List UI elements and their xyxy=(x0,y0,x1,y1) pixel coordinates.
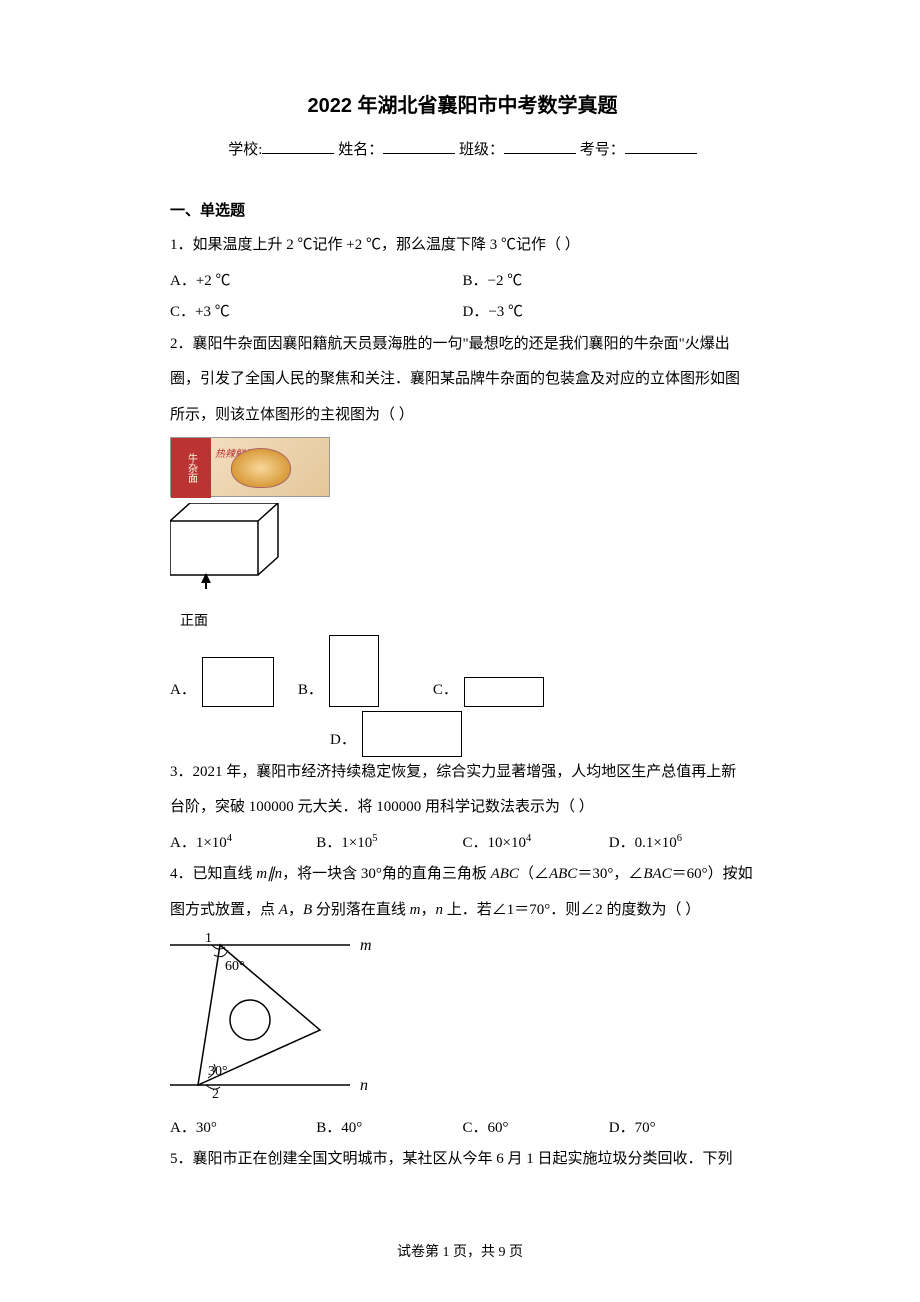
q3-line1: 3．2021 年，襄阳市经济持续稳定恢复，综合实力显著增强，人均地区生产总值再上… xyxy=(170,757,755,789)
q4-l2-d: B xyxy=(303,902,312,918)
q1-opt-c: C．+3 ℃ xyxy=(170,297,463,329)
q4-l2-a: 图方式放置，点 xyxy=(170,902,279,918)
q4-l1-i: ＝60°）按如 xyxy=(672,866,753,882)
q3-line2: 台阶，突破 100000 元大关．将 100000 用科学记数法表示为（ ） xyxy=(170,792,755,824)
q2-opt-d: D． xyxy=(330,711,462,757)
q3-a-pre: A．1×10 xyxy=(170,835,227,851)
q2-rect-b xyxy=(329,635,379,707)
name-blank xyxy=(383,139,455,154)
q2-rect-c xyxy=(464,677,544,707)
q2-opt-b: B． xyxy=(298,635,379,707)
q3-opt-a: A．1×104 xyxy=(170,828,316,860)
q2-opt-d-row: D． xyxy=(330,711,755,757)
section-title: 一、单选题 xyxy=(170,195,755,227)
class-blank xyxy=(504,139,576,154)
q4-l2-e: 分别落在直线 xyxy=(312,902,410,918)
q4-l1-h: BAC xyxy=(643,866,671,882)
noodle-badge: 牛杂面 xyxy=(171,438,211,498)
examno-blank xyxy=(625,139,697,154)
q4-opt-a: A．30° xyxy=(170,1113,316,1145)
q2-line3: 所示，则该立体图形的主视图为（ ） xyxy=(170,400,755,432)
q4-opt-b: B．40° xyxy=(316,1113,462,1145)
q1-options-row2: C．+3 ℃ D．−3 ℃ xyxy=(170,297,755,329)
q4-line2: 图方式放置，点 A，B 分别落在直线 m，n 上．若∠1＝70°．则∠2 的度数… xyxy=(170,895,755,927)
q4-options: A．30° B．40° C．60° D．70° xyxy=(170,1113,755,1145)
page-title: 2022 年湖北省襄阳市中考数学真题 xyxy=(170,85,755,127)
noodle-bowl xyxy=(231,448,291,488)
svg-text:30°: 30° xyxy=(208,1064,228,1079)
q2-line1: 2．襄阳牛杂面因襄阳籍航天员聂海胜的一句"最想吃的还是我们襄阳的牛杂面"火爆出 xyxy=(170,329,755,361)
q1-opt-a: A．+2 ℃ xyxy=(170,266,463,298)
q2-opt-a-label: A． xyxy=(170,675,196,707)
q3-opt-d: D．0.1×106 xyxy=(609,828,755,860)
q3-c-pre: C．10×10 xyxy=(463,835,526,851)
q2-options: A． B． C． xyxy=(170,635,755,707)
school-label: 学校: xyxy=(228,142,262,158)
q1-text: 1．如果温度上升 2 ℃记作 +2 ℃，那么温度下降 3 ℃记作（ ） xyxy=(170,230,755,262)
q2-opt-d-label: D． xyxy=(330,725,356,757)
q3-d-sup: 6 xyxy=(677,833,682,844)
school-blank xyxy=(262,139,334,154)
svg-text:60°: 60° xyxy=(225,959,245,974)
q4-l1-g: ＝30°，∠ xyxy=(577,866,643,882)
q4-opt-c: C．60° xyxy=(463,1113,609,1145)
q3-opt-b: B．1×105 xyxy=(316,828,462,860)
q2-opt-c-label: C． xyxy=(433,675,458,707)
q4-l2-i: 上．若∠1＝70°．则∠2 的度数为（ ） xyxy=(443,902,700,918)
triangle-diagram: m n 1 60° 30° 2 xyxy=(170,930,755,1113)
q2-line2: 圈，引发了全国人民的聚焦和关注．襄阳某品牌牛杂面的包装盒及对应的立体图形如图 xyxy=(170,364,755,396)
q4-l1-c: ，将一块含 30°角的直角三角板 xyxy=(282,866,491,882)
q2-opt-a: A． xyxy=(170,657,274,707)
q3-options: A．1×104 B．1×105 C．10×104 D．0.1×106 xyxy=(170,828,755,860)
q1-options-row1: A．+2 ℃ B．−2 ℃ xyxy=(170,266,755,298)
q4-l1-d: ABC xyxy=(491,866,519,882)
q3-c-sup: 4 xyxy=(526,833,531,844)
q1-opt-b: B．−2 ℃ xyxy=(463,266,756,298)
q4-l1-f: ABC xyxy=(549,866,577,882)
q3-opt-c: C．10×104 xyxy=(463,828,609,860)
q4-l2-b: A xyxy=(279,902,288,918)
q1-opt-d: D．−3 ℃ xyxy=(463,297,756,329)
q4-l2-f: m xyxy=(410,902,421,918)
q3-a-sup: 4 xyxy=(227,833,232,844)
q4-opt-d: D．70° xyxy=(609,1113,755,1145)
class-label: 班级： xyxy=(459,142,504,158)
prism-diagram xyxy=(170,503,755,606)
svg-text:m: m xyxy=(360,937,372,954)
name-label: 姓名： xyxy=(338,142,383,158)
q2-rect-a xyxy=(202,657,274,707)
q3-d-pre: D．0.1×10 xyxy=(609,835,677,851)
q4-l1-a: 4．已知直线 xyxy=(170,866,256,882)
q4-l2-h: n xyxy=(436,902,444,918)
svg-text:n: n xyxy=(360,1077,368,1094)
form-line: 学校: 姓名： 班级： 考号： xyxy=(170,135,755,167)
q4-l1-e: （∠ xyxy=(519,866,549,882)
page-footer: 试卷第 1 页，共 9 页 xyxy=(0,1238,920,1267)
svg-text:1: 1 xyxy=(205,931,212,946)
q3-b-pre: B．1×10 xyxy=(316,835,372,851)
q3-b-sup: 5 xyxy=(372,833,377,844)
front-label: 正面 xyxy=(180,606,755,635)
q4-l1-b: m∥n xyxy=(256,866,282,882)
examno-label: 考号： xyxy=(580,142,625,158)
q5-line1: 5．襄阳市正在创建全国文明城市，某社区从今年 6 月 1 日起实施垃圾分类回收．… xyxy=(170,1144,755,1176)
q4-l2-c: ， xyxy=(288,902,303,918)
q4-l2-g: ， xyxy=(420,902,435,918)
q2-opt-c: C． xyxy=(433,675,544,707)
q2-opt-b-label: B． xyxy=(298,675,323,707)
q4-line1: 4．已知直线 m∥n，将一块含 30°角的直角三角板 ABC（∠ABC＝30°，… xyxy=(170,859,755,891)
noodle-photo: 牛杂面 热辣鲜香味！ xyxy=(170,437,330,497)
q2-rect-d xyxy=(362,711,462,757)
